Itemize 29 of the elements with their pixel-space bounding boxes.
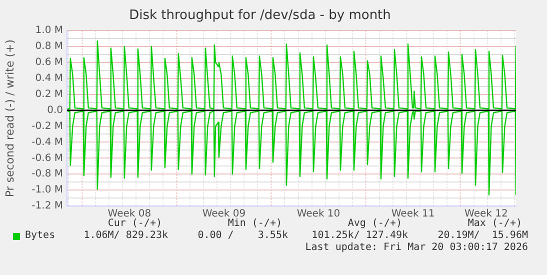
y-tick-label: 0.6 M (35, 57, 63, 68)
text: Min (-/+) (228, 218, 282, 229)
x-tick-label: Week 12 (464, 208, 508, 220)
y-tick-label: -0.6 M (32, 152, 63, 164)
x-tick-label: Week 09 (202, 208, 246, 220)
y-tick-label: 0.0 (47, 104, 63, 116)
text: Last update: Fri Mar 20 03:00:17 2026 (305, 242, 528, 253)
y-tick-label: -1.2 M (32, 200, 63, 212)
text: 1.06M/ 829.23k (84, 230, 168, 241)
x-tick-label: Week 10 (296, 208, 340, 220)
text: Max (-/+) (468, 218, 522, 229)
legend-label: Bytes (25, 230, 56, 241)
text: 0.00 / 3.55k (198, 230, 288, 241)
y-tick-label: 0.8 M (35, 41, 63, 52)
y-tick-label: -0.2 M (32, 120, 63, 132)
y-axis-title: Pr second read (-) / write (+) (3, 39, 16, 198)
y-tick-label: 1.0 M (35, 25, 63, 36)
y-tick-label: -0.8 M (32, 168, 63, 180)
chart-title: Disk throughput for /dev/sda - by month (129, 8, 391, 24)
text: 20.19M/ 15.96M (438, 230, 528, 241)
y-tick-label: -0.4 M (32, 136, 63, 148)
text: Cur (-/+) (108, 218, 162, 229)
y-tick-label: 0.4 M (35, 73, 63, 84)
x-tick-label: Week 11 (391, 208, 435, 220)
text: Avg (-/+) (348, 218, 402, 229)
text: 101.25k/ 127.49k (312, 230, 408, 241)
x-tick-label: Week 08 (108, 208, 152, 220)
y-tick-label: 0.2 M (35, 88, 63, 100)
y-tick-label: -1.0 M (32, 184, 63, 196)
